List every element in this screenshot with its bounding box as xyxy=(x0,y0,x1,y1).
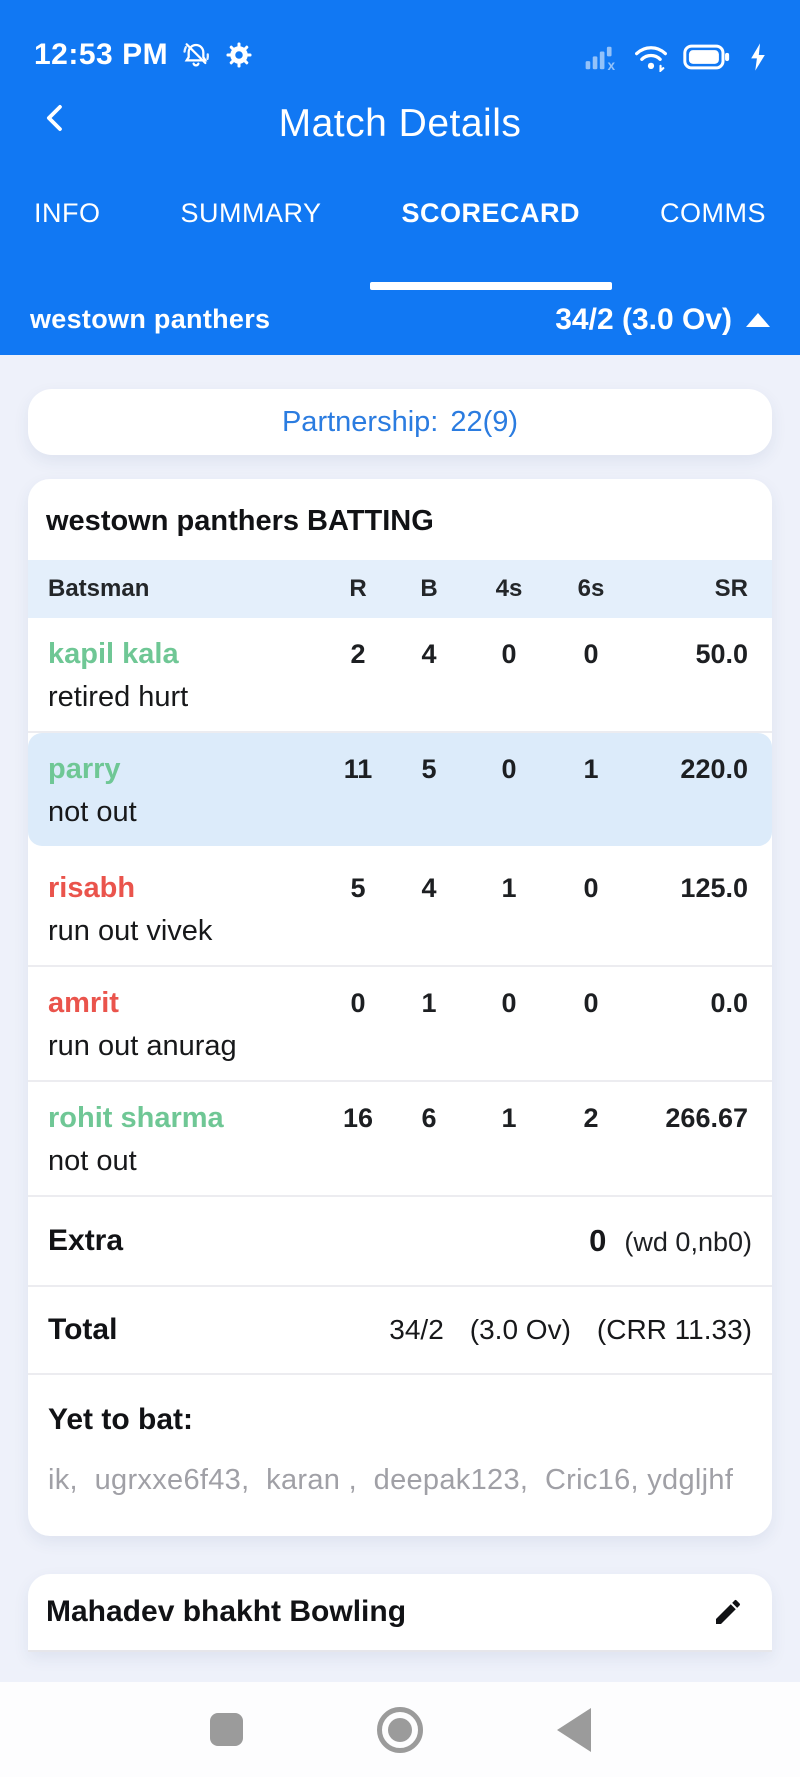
gear-icon xyxy=(224,40,254,70)
runs-value: 16 xyxy=(342,1103,374,1133)
team-name: westown panthers xyxy=(30,304,271,334)
runs-value: 2 xyxy=(350,639,366,669)
total-label: Total xyxy=(48,1313,118,1346)
fours-value: 0 xyxy=(501,754,517,784)
extras-value: 0 xyxy=(589,1223,607,1258)
batsman-row[interactable]: kapil kala 2 4 0 0 50.0 retired hurt xyxy=(28,618,772,733)
col-strike-rate: SR xyxy=(714,575,748,602)
extras-label: Extra xyxy=(48,1224,124,1257)
col-batsman: Batsman xyxy=(48,575,150,602)
col-balls: B xyxy=(420,575,438,602)
col-fours: 4s xyxy=(495,575,523,602)
yet-to-bat-players: ik, ugrxxe6f43, karan , deepak123, Cric1… xyxy=(48,1464,734,1496)
total-crr: (CRR 11.33) xyxy=(596,1314,752,1345)
sixes-value: 2 xyxy=(583,1103,599,1133)
partnership-value: 22(9) xyxy=(450,405,519,438)
dismissal-status: run out vivek xyxy=(48,915,213,947)
dismissal-status: retired hurt xyxy=(48,681,189,713)
yet-to-bat-label: Yet to bat: xyxy=(48,1403,194,1436)
status-bar: 12:53 PM xyxy=(0,0,800,80)
page-title: Match Details xyxy=(278,102,522,145)
fours-value: 0 xyxy=(501,639,517,669)
batsman-row[interactable]: risabh 5 4 1 0 125.0 run out vivek xyxy=(28,852,772,967)
yet-to-bat-section: Yet to bat: ik, ugrxxe6f43, karan , deep… xyxy=(28,1375,772,1536)
total-score: 34/2 xyxy=(389,1314,444,1345)
bowling-card: Mahadev bhakht Bowling xyxy=(28,1573,772,1652)
edit-pencil-icon[interactable] xyxy=(706,1590,750,1634)
batting-table-header: Batsman R B 4s 6s SR xyxy=(28,560,772,618)
balls-value: 4 xyxy=(421,873,437,903)
col-runs: R xyxy=(349,575,367,602)
balls-value: 4 xyxy=(421,639,437,669)
charging-bolt-icon xyxy=(746,42,770,72)
android-nav-bar xyxy=(0,1682,800,1777)
bell-muted-icon xyxy=(180,39,212,71)
clock: 12:53 PM xyxy=(34,38,169,71)
back-nav-button[interactable] xyxy=(544,1700,604,1760)
batsman-name[interactable]: amrit xyxy=(48,987,119,1019)
tab-summary[interactable]: SUMMARY xyxy=(180,198,322,228)
sixes-value: 1 xyxy=(583,754,599,784)
bowling-card-title: Mahadev bhakht Bowling xyxy=(46,1594,407,1628)
signal-icon: x xyxy=(584,42,620,72)
blue-header: 12:53 PM xyxy=(0,0,800,355)
recents-button[interactable] xyxy=(196,1700,256,1760)
batsman-name[interactable]: rohit sharma xyxy=(48,1102,224,1134)
strike-rate-value: 50.0 xyxy=(695,639,748,669)
svg-text:x: x xyxy=(607,58,615,72)
batsman-name[interactable]: kapil kala xyxy=(48,638,179,670)
dismissal-status: run out anurag xyxy=(48,1030,237,1062)
batsman-name[interactable]: parry xyxy=(48,753,121,785)
col-sixes: 6s xyxy=(577,575,605,602)
runs-value: 5 xyxy=(350,873,366,903)
batting-card-title: westown panthers BATTING xyxy=(46,505,434,537)
back-button[interactable] xyxy=(28,90,84,146)
team-score-toggle[interactable]: westown panthers 34/2 (3.0 Ov) xyxy=(0,298,800,355)
fours-value: 1 xyxy=(501,873,517,903)
sixes-value: 0 xyxy=(583,988,599,1018)
recents-square-icon xyxy=(209,1713,243,1746)
balls-value: 1 xyxy=(421,988,437,1018)
fours-value: 1 xyxy=(501,1103,517,1133)
extras-row: Extra 0 (wd 0,nb0) xyxy=(28,1197,772,1287)
total-row: Total 34/2 (3.0 Ov) (CRR 11.33) xyxy=(28,1287,772,1375)
strike-rate-value: 125.0 xyxy=(680,873,748,903)
dismissal-status: not out xyxy=(48,796,137,828)
batsman-row[interactable]: amrit 0 1 0 0 0.0 run out anurag xyxy=(28,967,772,1082)
tab-info[interactable]: INFO xyxy=(34,198,101,228)
tab-comms[interactable]: COMMS xyxy=(660,198,766,228)
strike-rate-value: 0.0 xyxy=(710,988,748,1018)
fours-value: 0 xyxy=(501,988,517,1018)
batsman-row[interactable]: parry 11 5 0 1 220.0 not out xyxy=(28,733,772,846)
tab-scorecard[interactable]: SCORECARD xyxy=(369,198,612,298)
runs-value: 11 xyxy=(343,754,373,784)
battery-icon xyxy=(682,42,734,72)
strike-rate-value: 266.67 xyxy=(665,1103,748,1133)
back-triangle-icon xyxy=(557,1707,591,1752)
wifi-icon xyxy=(632,42,670,72)
collapse-caret-icon[interactable] xyxy=(746,312,770,327)
team-score: 34/2 (3.0 Ov) xyxy=(555,302,732,336)
balls-value: 6 xyxy=(421,1103,437,1133)
runs-value: 0 xyxy=(350,988,366,1018)
home-circle-icon xyxy=(377,1706,423,1753)
balls-value: 5 xyxy=(421,754,437,784)
extras-detail: (wd 0,nb0) xyxy=(624,1227,752,1257)
batsman-name[interactable]: risabh xyxy=(48,872,136,904)
strike-rate-value: 220.0 xyxy=(680,754,748,784)
partnership-chip: Partnership: 22(9) xyxy=(28,389,772,455)
sixes-value: 0 xyxy=(583,639,599,669)
total-overs: (3.0 Ov) xyxy=(469,1314,571,1345)
batting-card: westown panthers BATTING Batsman R B 4s … xyxy=(28,479,772,1536)
partnership-label: Partnership: xyxy=(281,405,439,438)
sixes-value: 0 xyxy=(583,873,599,903)
batsman-row[interactable]: rohit sharma 16 6 1 2 266.67 not out xyxy=(28,1082,772,1197)
tab-bar: INFO SUMMARY SCORECARD COMMS xyxy=(0,168,800,298)
dismissal-status: not out xyxy=(48,1145,137,1177)
app-bar: Match Details xyxy=(0,80,800,168)
home-button[interactable] xyxy=(370,1700,430,1760)
